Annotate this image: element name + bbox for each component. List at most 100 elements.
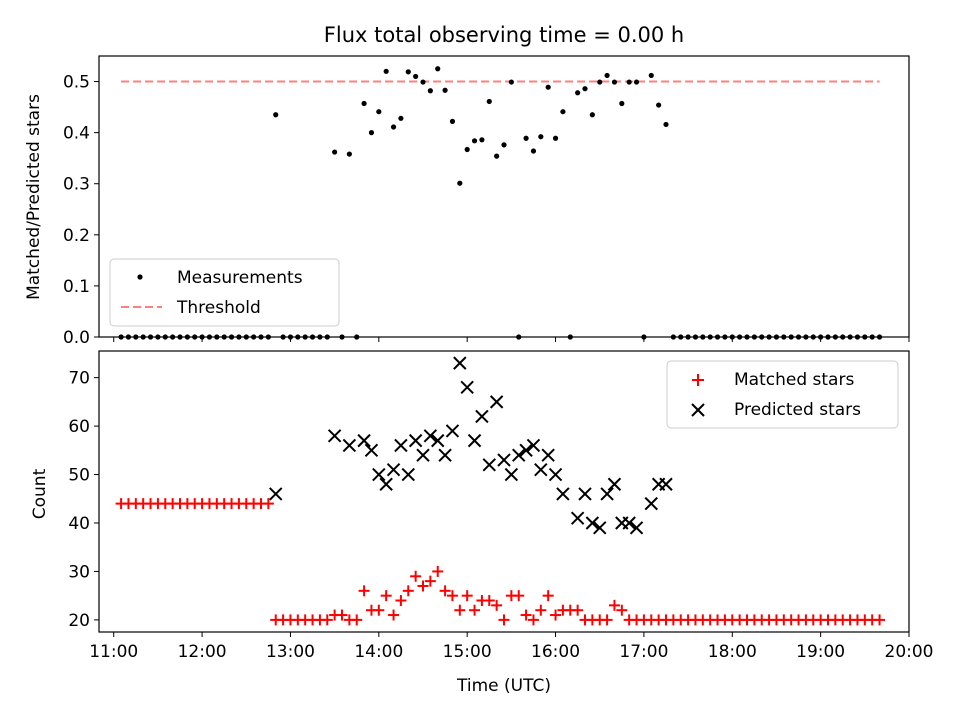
measurement-point	[295, 334, 301, 340]
measurement-point	[435, 66, 441, 72]
measurement-point	[641, 334, 647, 340]
matched-star-point	[601, 614, 613, 626]
measurement-point	[471, 138, 478, 144]
chart-title: Flux total observing time = 0.00 h	[324, 23, 684, 47]
measurement-point	[221, 334, 227, 340]
matched-stars-legend-marker	[692, 374, 704, 386]
measurement-point	[670, 334, 676, 340]
measurement-point	[228, 334, 235, 340]
matched-star-point	[321, 614, 333, 626]
measurement-point	[442, 87, 448, 93]
predicted-star-point	[394, 438, 408, 453]
measurement-point	[398, 115, 404, 121]
bottom-legend-box	[666, 360, 899, 429]
predicted-star-point	[453, 356, 467, 370]
measurement-point	[692, 334, 699, 340]
predicted-star-point-b	[570, 511, 585, 525]
measurement-point	[633, 79, 640, 85]
measurement-point	[346, 151, 352, 157]
measurement-point	[420, 79, 426, 85]
predicted-star-point-b	[386, 462, 401, 477]
x-tick-label: 17:00	[619, 642, 668, 662]
measurement-point	[575, 90, 581, 96]
measurement-point	[449, 118, 456, 124]
measurement-point	[560, 109, 566, 115]
measurement-point	[685, 334, 691, 340]
measurement-point	[376, 109, 382, 115]
matched-star-point	[491, 599, 503, 611]
measurement-point	[825, 334, 831, 340]
matched-star-point	[483, 595, 495, 607]
measurement-point	[265, 334, 271, 340]
measurement-point	[479, 137, 485, 143]
top-y-tick-label: 0.5	[63, 73, 90, 93]
measurement-point	[803, 334, 809, 340]
measurement-point	[214, 334, 220, 340]
x-tick-label: 14:00	[354, 642, 403, 662]
bottom-y-tick-label: 60	[68, 417, 90, 437]
measurement-point	[840, 334, 846, 340]
bottom-y-tick-label: 70	[68, 369, 90, 389]
x-tick-label: 20:00	[885, 642, 934, 662]
measurement-point	[597, 79, 603, 85]
measurement-point	[118, 334, 124, 340]
predicted-star-point-b	[548, 467, 563, 482]
predicted-star-point	[445, 424, 460, 438]
predicted-stars-points	[269, 356, 673, 535]
measurement-point	[133, 334, 139, 340]
predicted-star-point	[357, 433, 371, 448]
matched-star-point	[520, 609, 532, 621]
measurement-point	[258, 334, 264, 340]
predicted-star-point	[342, 438, 357, 453]
matched-stars-legend-label: Matched stars	[734, 370, 854, 390]
measurement-point	[545, 84, 551, 90]
measurement-point	[457, 180, 463, 186]
matched-star-point	[373, 604, 385, 616]
top-y-tick-label: 0.1	[63, 277, 90, 297]
measurement-point	[832, 334, 838, 340]
predicted-star-point	[526, 438, 541, 453]
predicted-star-point-b	[467, 433, 482, 448]
predicted-star-point	[512, 448, 526, 462]
predicted-star-point-b	[629, 521, 644, 535]
bottom-plot: 20 30 40 50 60 70 11:00 12:00 13:00 14:00 15:00 16…	[30, 350, 934, 696]
predicted-star-point	[556, 487, 570, 501]
measurement-point	[766, 334, 772, 340]
measurement-point	[302, 334, 308, 340]
measurements-legend-label: Measurements	[177, 268, 303, 288]
predicted-star-point	[548, 467, 563, 482]
predicted-star-point	[416, 448, 430, 462]
measurement-point	[162, 334, 168, 340]
x-tick-label: 13:00	[266, 642, 315, 662]
measurement-point	[405, 69, 411, 75]
predicted-star-point	[519, 443, 533, 458]
measurement-point	[552, 135, 559, 141]
measurement-point	[869, 334, 875, 340]
matched-star-point	[572, 604, 584, 616]
threshold-legend-label: Threshold	[176, 298, 261, 318]
predicted-star-point-b	[372, 467, 386, 482]
measurement-point	[656, 102, 662, 108]
predicted-star-point-b	[585, 516, 600, 530]
matched-star-point	[550, 609, 562, 621]
predicted-star-point	[379, 477, 393, 491]
measurement-point	[317, 334, 323, 340]
predicted-star-point-b	[482, 458, 496, 472]
x-tick-label: 11:00	[89, 642, 138, 662]
measurement-point	[626, 79, 632, 85]
predicted-star-point-b	[269, 487, 283, 501]
measurement-point	[751, 334, 757, 340]
predicted-star-point-b	[593, 521, 607, 535]
measurement-point	[876, 334, 883, 340]
matched-star-point	[410, 570, 422, 582]
predicted-star-point-b	[453, 356, 467, 370]
predicted-star-point-b	[379, 477, 393, 491]
measurement-point	[707, 334, 713, 340]
predicted-star-point	[467, 433, 482, 448]
bottom-y-tick-label: 20	[68, 611, 90, 631]
predicted-star-point-b	[534, 462, 548, 477]
predicted-star-point-b	[408, 433, 423, 448]
matched-star-point	[513, 590, 525, 602]
measurement-point	[236, 334, 242, 340]
